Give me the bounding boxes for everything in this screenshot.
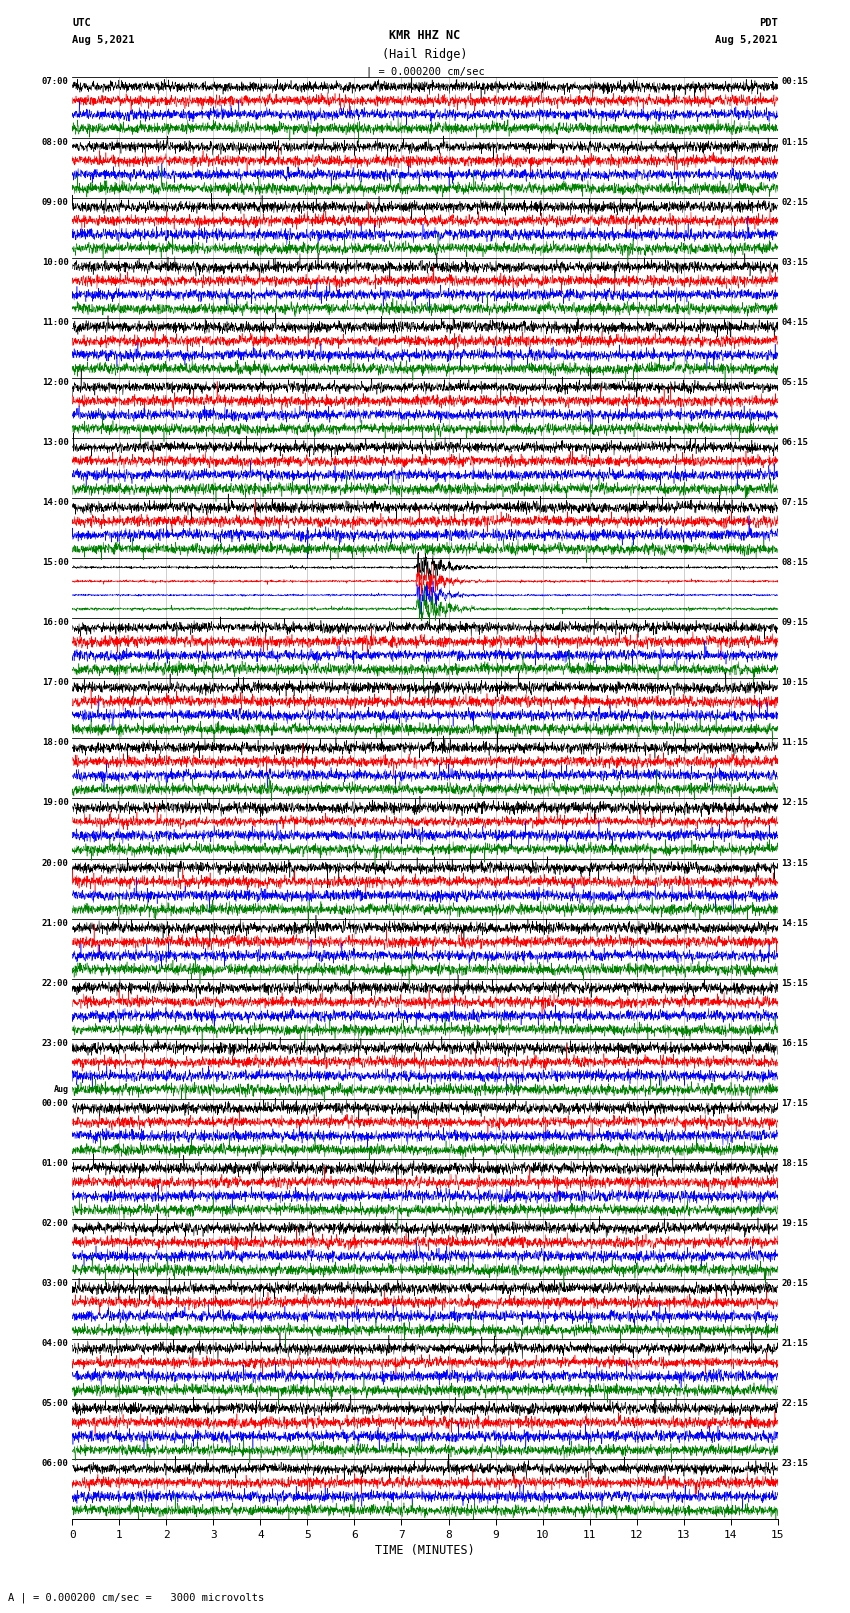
Text: 08:00: 08:00	[42, 137, 69, 147]
Text: 08:15: 08:15	[781, 558, 808, 568]
Text: A | = 0.000200 cm/sec =   3000 microvolts: A | = 0.000200 cm/sec = 3000 microvolts	[8, 1592, 264, 1603]
Text: 21:15: 21:15	[781, 1339, 808, 1348]
Text: (Hail Ridge): (Hail Ridge)	[382, 48, 468, 61]
Text: | = 0.000200 cm/sec: | = 0.000200 cm/sec	[366, 66, 484, 77]
Text: 21:00: 21:00	[42, 919, 69, 927]
Text: 13:15: 13:15	[781, 858, 808, 868]
Text: 22:00: 22:00	[42, 979, 69, 987]
Text: Aug 5,2021: Aug 5,2021	[72, 35, 135, 45]
Text: 05:00: 05:00	[42, 1400, 69, 1408]
Text: 14:00: 14:00	[42, 498, 69, 506]
Text: 19:15: 19:15	[781, 1219, 808, 1227]
Text: 09:15: 09:15	[781, 618, 808, 627]
Text: 00:00: 00:00	[42, 1098, 69, 1108]
Text: 14:15: 14:15	[781, 919, 808, 927]
Text: 09:00: 09:00	[42, 198, 69, 206]
Text: 20:00: 20:00	[42, 858, 69, 868]
Text: 06:15: 06:15	[781, 439, 808, 447]
Text: 23:15: 23:15	[781, 1460, 808, 1468]
Text: 12:15: 12:15	[781, 798, 808, 808]
Text: 03:15: 03:15	[781, 258, 808, 266]
X-axis label: TIME (MINUTES): TIME (MINUTES)	[375, 1544, 475, 1557]
Text: 16:00: 16:00	[42, 618, 69, 627]
Text: 20:15: 20:15	[781, 1279, 808, 1289]
Text: Aug: Aug	[54, 1086, 69, 1094]
Text: 11:15: 11:15	[781, 739, 808, 747]
Text: 10:00: 10:00	[42, 258, 69, 266]
Text: UTC: UTC	[72, 18, 91, 27]
Text: 15:00: 15:00	[42, 558, 69, 568]
Text: 10:15: 10:15	[781, 677, 808, 687]
Text: 17:00: 17:00	[42, 677, 69, 687]
Text: 06:00: 06:00	[42, 1460, 69, 1468]
Text: 04:00: 04:00	[42, 1339, 69, 1348]
Text: 17:15: 17:15	[781, 1098, 808, 1108]
Text: 04:15: 04:15	[781, 318, 808, 327]
Text: 13:00: 13:00	[42, 439, 69, 447]
Text: 12:00: 12:00	[42, 377, 69, 387]
Text: 15:15: 15:15	[781, 979, 808, 987]
Text: 01:00: 01:00	[42, 1158, 69, 1168]
Text: 22:15: 22:15	[781, 1400, 808, 1408]
Text: 18:00: 18:00	[42, 739, 69, 747]
Text: KMR HHZ NC: KMR HHZ NC	[389, 29, 461, 42]
Text: 01:15: 01:15	[781, 137, 808, 147]
Text: 00:15: 00:15	[781, 77, 808, 87]
Text: 07:00: 07:00	[42, 77, 69, 87]
Text: 02:15: 02:15	[781, 198, 808, 206]
Text: 18:15: 18:15	[781, 1158, 808, 1168]
Text: 03:00: 03:00	[42, 1279, 69, 1289]
Text: 16:15: 16:15	[781, 1039, 808, 1048]
Text: 07:15: 07:15	[781, 498, 808, 506]
Text: 11:00: 11:00	[42, 318, 69, 327]
Text: 05:15: 05:15	[781, 377, 808, 387]
Text: Aug 5,2021: Aug 5,2021	[715, 35, 778, 45]
Text: 19:00: 19:00	[42, 798, 69, 808]
Text: 02:00: 02:00	[42, 1219, 69, 1227]
Text: PDT: PDT	[759, 18, 778, 27]
Text: 23:00: 23:00	[42, 1039, 69, 1048]
